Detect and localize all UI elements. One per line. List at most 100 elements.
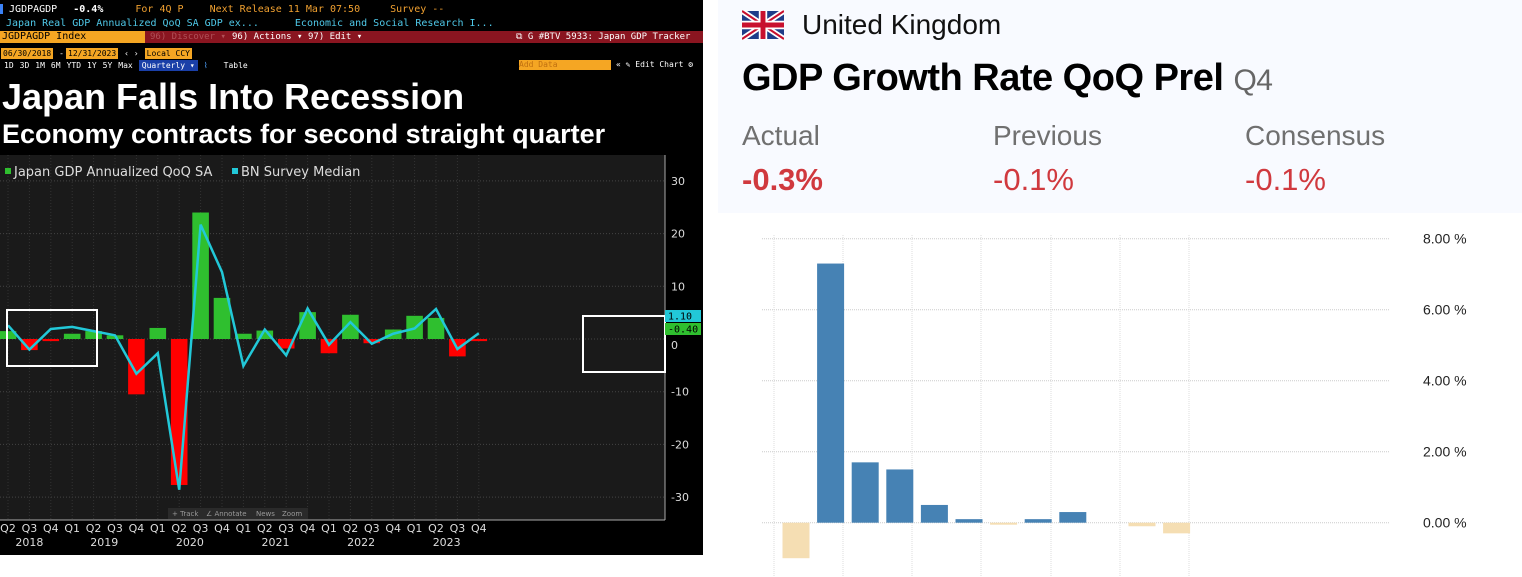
x-tick-label: Q3 <box>193 522 209 535</box>
y-tick-label: -10 <box>671 386 689 399</box>
last-value: -0.4% <box>73 4 104 15</box>
y-tick-label: 4.00 % <box>1423 373 1467 389</box>
command-bar <box>0 31 703 43</box>
stat-actual: Actual -0.3% <box>742 120 823 198</box>
gdp-bar <box>213 297 231 339</box>
range-3d[interactable]: 3D <box>19 61 30 70</box>
gdp-bar <box>128 339 145 395</box>
survey: Survey -- <box>390 4 445 15</box>
country-name: United Kingdom <box>802 9 1002 40</box>
chart-title: Japan Falls Into Recession <box>2 76 465 117</box>
x-tick-label: Q4 <box>300 522 316 535</box>
stat-value: -0.3% <box>742 162 823 197</box>
range-1m[interactable]: 1M <box>35 61 45 70</box>
stat-value: -0.1% <box>993 162 1074 197</box>
y-tick-label: 8.00 % <box>1423 231 1467 247</box>
gdp-bar <box>817 263 845 523</box>
x-tick-label: Q4 <box>214 522 230 535</box>
year-label: 2022 <box>347 536 375 549</box>
gdp-bar <box>363 339 381 344</box>
tracker-link[interactable]: ⧉ G #BTV 5933: Japan GDP Tracker <box>516 31 690 43</box>
gdp-bar <box>0 331 17 339</box>
x-tick-label: Q4 <box>385 522 401 535</box>
gdp-bar <box>21 339 38 351</box>
last-value-label: 1.10 <box>668 312 692 323</box>
range-1y[interactable]: 1Y <box>87 61 97 70</box>
stat-label: Previous <box>993 120 1102 151</box>
edit-menu[interactable]: 97) Edit ▾ <box>308 32 363 42</box>
year-label: 2023 <box>433 536 461 549</box>
x-tick-label: Q4 <box>43 522 59 535</box>
y-tick-label: -30 <box>671 491 689 504</box>
security-field[interactable]: JGDPAGDP Index <box>0 31 145 43</box>
chart-tool[interactable]: News <box>256 510 275 518</box>
x-tick-label: Q3 <box>107 522 123 535</box>
x-tick-label: Q3 <box>450 522 466 535</box>
discover-menu[interactable]: 96) Discover ▾ <box>150 32 226 42</box>
x-tick-label: Q2 <box>171 522 187 535</box>
table-button[interactable]: Table <box>223 61 248 70</box>
y-tick-label: 10 <box>671 280 685 293</box>
range-6m[interactable]: 6M <box>50 61 61 70</box>
range-5y[interactable]: 5Y <box>102 61 113 70</box>
gdp-bar <box>886 469 914 523</box>
legend-label: Japan GDP Annualized QoQ SA <box>13 165 212 180</box>
japan-gdp-chart: 30 20 10 0 -10 -20 -30 1.10 -0.40 Japan GDP Annua… <box>0 155 701 549</box>
gdp-bar <box>955 519 983 523</box>
x-tick-label: Q3 <box>364 522 380 535</box>
x-tick-label: Q2 <box>343 522 359 535</box>
gdp-bar <box>149 327 167 339</box>
actions-menu[interactable]: 96) Actions ▾ <box>232 32 303 42</box>
indicator-name: GDP Growth Rate QoQ Prel <box>742 57 1224 99</box>
y-tick-label: 0.00 % <box>1423 515 1467 531</box>
gdp-bar <box>470 339 488 342</box>
edit-chart-button[interactable]: « ✎ Edit Chart ⚙ <box>616 60 694 69</box>
y-tick-label: 30 <box>671 175 685 188</box>
x-tick-label: Q3 <box>278 522 294 535</box>
add-data-field[interactable]: Add Data <box>519 60 611 70</box>
y-tick-label: 6.00 % <box>1423 302 1467 318</box>
survey-line <box>7 224 480 490</box>
line-chart-icon[interactable]: ⌇ <box>203 61 208 70</box>
gdp-bar <box>851 462 879 523</box>
uk-flag-icon <box>742 10 784 40</box>
period: For 4Q P <box>135 4 184 15</box>
gdp-bar <box>1163 522 1191 534</box>
gdp-bar <box>277 339 295 349</box>
chart-tool[interactable]: Zoom <box>282 510 302 518</box>
y-tick-label: 2.00 % <box>1423 444 1467 460</box>
description: Japan Real GDP Annualized QoQ SA GDP ex.… <box>6 18 259 29</box>
year-label: 2018 <box>15 536 43 549</box>
edit-chart-label: Edit Chart <box>635 60 684 69</box>
range-ytd[interactable]: YTD <box>66 61 82 70</box>
x-tick-label: Q1 <box>64 522 80 535</box>
highlight-box <box>6 309 98 367</box>
x-tick-label: Q2 <box>257 522 273 535</box>
gdp-bar <box>427 317 445 339</box>
x-tick-label: Q1 <box>321 522 337 535</box>
stat-label: Consensus <box>1245 120 1386 151</box>
start-date[interactable]: 06/30/2018 <box>1 48 54 59</box>
chart-subtitle: Economy contracts for second straight qu… <box>2 119 606 149</box>
uk-gdp-panel: United Kingdom GDP Growth Rate QoQ Prel … <box>718 0 1522 577</box>
end-date[interactable]: 12/31/2023 <box>66 48 119 59</box>
highlight-box <box>582 315 666 373</box>
external-link-icon: ⧉ <box>516 32 528 42</box>
stat-consensus: Consensus -0.1% <box>1245 120 1385 198</box>
uk-gdp-chart: 8.00 % 6.00 % 4.00 % 2.00 % 0.00 % <box>762 231 1467 577</box>
range-1d[interactable]: 1D <box>4 61 14 70</box>
currency-select[interactable]: Local CCY <box>144 48 192 59</box>
gdp-bar <box>63 333 81 339</box>
x-tick-label: Q4 <box>471 522 487 535</box>
frequency-select[interactable]: Quarterly ▾ <box>138 60 198 71</box>
chart-tool[interactable]: + Track <box>172 510 199 518</box>
range-bar: 1D 3D 1M 6M YTD 1Y 5Y Max Quarterly ▾ ⌇ Table <box>4 60 254 71</box>
chart-tool[interactable]: ∠ Annotate <box>206 510 247 518</box>
gdp-bar <box>1024 519 1052 523</box>
last-value-label: -0.40 <box>668 325 698 336</box>
year-label: 2021 <box>262 536 290 549</box>
x-tick-label: Q2 <box>428 522 444 535</box>
prev-next-icon[interactable]: ‹ › <box>124 49 139 58</box>
range-max[interactable]: Max <box>118 61 133 70</box>
chart-toolbar <box>168 508 308 519</box>
